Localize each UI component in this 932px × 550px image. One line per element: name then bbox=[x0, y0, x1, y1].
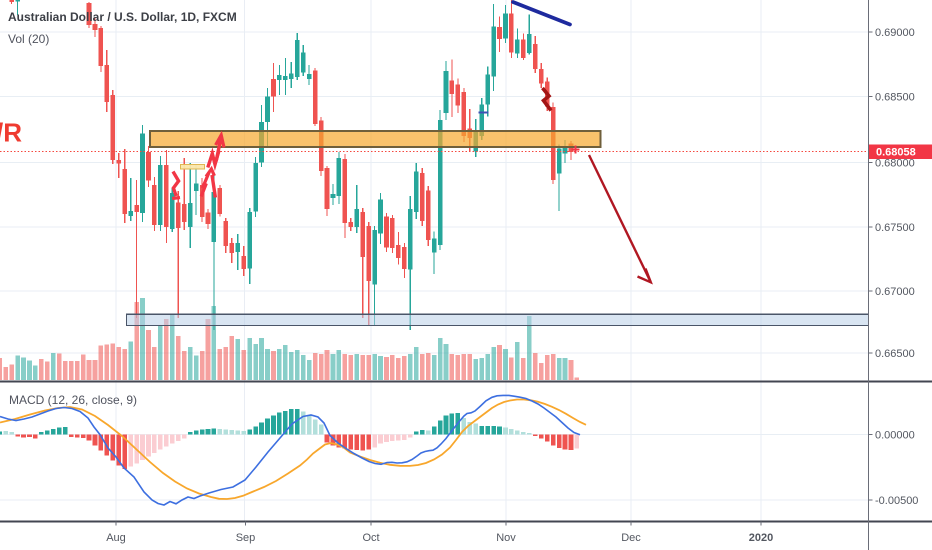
svg-text:-0.00500: -0.00500 bbox=[875, 495, 918, 507]
svg-text:0.00000: 0.00000 bbox=[875, 429, 915, 441]
svg-text:0.69000: 0.69000 bbox=[875, 27, 915, 39]
svg-text:Dec: Dec bbox=[621, 532, 641, 544]
svg-text:/R: /R bbox=[0, 118, 22, 148]
svg-text:Australian Dollar / U.S. Dolla: Australian Dollar / U.S. Dollar, 1D, FXC… bbox=[8, 10, 237, 24]
svg-text:Vol (20): Vol (20) bbox=[8, 32, 49, 46]
svg-text:2020: 2020 bbox=[749, 532, 773, 544]
svg-text:0.68000: 0.68000 bbox=[875, 157, 915, 169]
svg-text:0.67500: 0.67500 bbox=[875, 222, 915, 234]
svg-text:Nov: Nov bbox=[496, 532, 516, 544]
svg-text:Sep: Sep bbox=[236, 532, 256, 544]
svg-text:0.68500: 0.68500 bbox=[875, 91, 915, 103]
svg-text:0.66500: 0.66500 bbox=[875, 348, 915, 360]
svg-text:0.67000: 0.67000 bbox=[875, 286, 915, 298]
svg-text:0.68058: 0.68058 bbox=[876, 147, 916, 159]
svg-text:Oct: Oct bbox=[362, 532, 379, 544]
svg-text:Aug: Aug bbox=[106, 532, 126, 544]
svg-text:MACD (12, 26, close, 9): MACD (12, 26, close, 9) bbox=[9, 393, 137, 407]
